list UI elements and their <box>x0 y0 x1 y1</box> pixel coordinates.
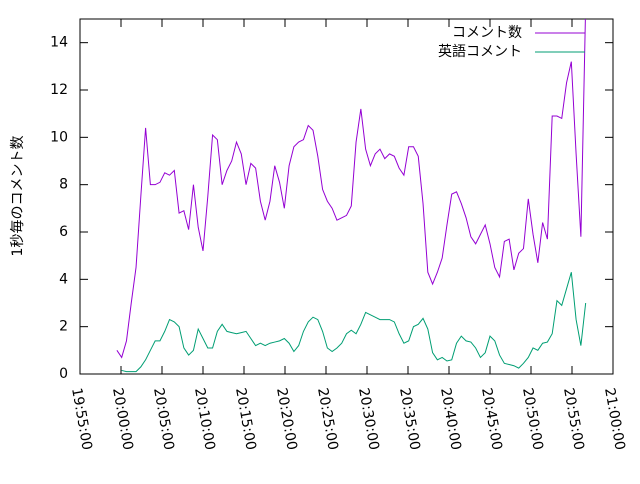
y-tick-label: 12 <box>50 82 68 98</box>
x-tick-label: 21:00:00 <box>601 387 628 452</box>
series-line <box>121 272 587 373</box>
y-tick-label: 10 <box>50 129 68 145</box>
x-tick-label: 20:45:00 <box>478 387 505 452</box>
x-tick-label: 20:10:00 <box>191 387 218 452</box>
x-tick-label: 20:00:00 <box>109 387 136 452</box>
y-tick-label: 6 <box>59 224 68 240</box>
y-axis-label: 1秒毎のコメント数 <box>10 136 26 257</box>
x-tick-label: 20:20:00 <box>273 387 300 452</box>
x-tick-label: 20:15:00 <box>232 387 259 452</box>
legend-label: 英語コメント <box>438 43 522 60</box>
x-tick-label: 20:25:00 <box>314 387 341 452</box>
x-tick-label: 20:50:00 <box>519 387 546 452</box>
x-tick-label: 19:55:00 <box>68 387 95 452</box>
y-tick-label: 14 <box>50 35 68 51</box>
legend-label: コメント数 <box>452 25 522 41</box>
x-tick-label: 20:35:00 <box>396 387 423 452</box>
x-tick-label: 20:40:00 <box>437 387 464 452</box>
y-tick-label: 4 <box>59 271 68 287</box>
series-line <box>116 19 586 359</box>
y-tick-label: 2 <box>59 319 68 335</box>
plot-border <box>79 18 614 375</box>
x-tick-label: 20:55:00 <box>560 387 587 452</box>
y-tick-label: 8 <box>59 177 68 193</box>
x-tick-label: 20:05:00 <box>150 387 177 452</box>
x-tick-label: 20:30:00 <box>355 387 382 452</box>
y-tick-label: 0 <box>59 366 68 382</box>
